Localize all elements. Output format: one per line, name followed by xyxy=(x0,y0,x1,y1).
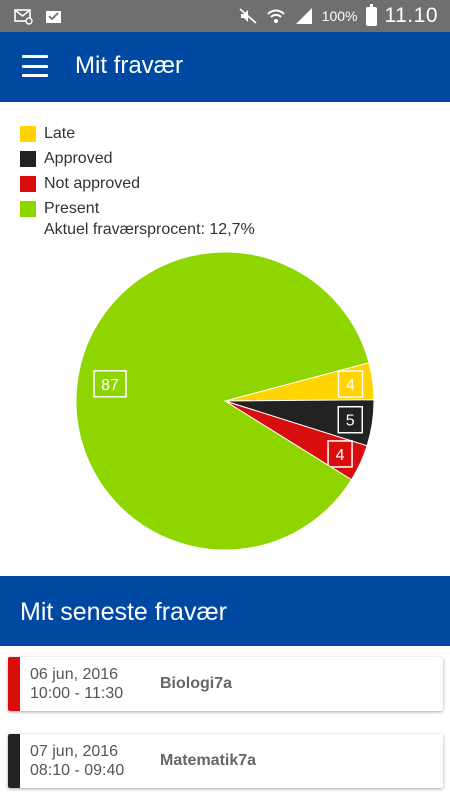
absence-subject: Biologi7a xyxy=(160,675,233,692)
legend-swatch xyxy=(20,150,36,167)
legend-swatch xyxy=(20,175,36,192)
inbox-notification-icon xyxy=(46,11,61,23)
pie-data-label: 4 xyxy=(337,370,364,398)
absence-time: 08:10 - 09:40 xyxy=(30,762,125,779)
legend-item-late: Late xyxy=(20,121,140,146)
absence-card[interactable]: 06 jun, 2016 10:00 - 11:30 Biologi7a xyxy=(8,657,443,711)
clock: 11.10 xyxy=(384,4,438,27)
legend-item-present: Present xyxy=(20,196,140,221)
app-bar: Mit fravær xyxy=(0,32,450,102)
absence-datetime: 06 jun, 2016 10:00 - 11:30 xyxy=(30,665,150,703)
legend-swatch xyxy=(20,125,36,142)
legend-item-approved: Approved xyxy=(20,146,140,171)
legend-label: Not approved xyxy=(44,174,141,192)
pie-label-text: 4 xyxy=(346,377,355,394)
chart-legend: Late Approved Not approved Present xyxy=(20,121,140,221)
legend-swatch xyxy=(20,200,36,217)
battery-percent: 100% xyxy=(321,8,358,24)
wifi-icon xyxy=(266,9,285,23)
absence-percentage: Aktuel fraværsprocent: 12,7% xyxy=(44,221,255,238)
pie-label-text: 5 xyxy=(346,413,355,430)
status-bar: 100% 11.10 xyxy=(0,0,450,32)
hamburger-menu-icon[interactable] xyxy=(22,55,48,77)
absence-date: 06 jun, 2016 xyxy=(30,666,119,683)
recent-absence-header: Mit seneste fravær xyxy=(0,576,450,646)
legend-label: Late xyxy=(44,124,76,142)
absence-subject: Matematik7a xyxy=(160,752,257,769)
absence-date: 07 jun, 2016 xyxy=(30,743,119,760)
absence-status-bar xyxy=(8,657,20,711)
battery-icon xyxy=(365,3,377,26)
pie-data-label: 87 xyxy=(93,370,127,398)
absence-time: 10:00 - 11:30 xyxy=(30,685,124,702)
mail-notification-icon xyxy=(14,9,33,25)
pie-slice-present xyxy=(75,251,370,551)
page-title: Mit fravær xyxy=(75,52,183,79)
absence-datetime: 07 jun, 2016 08:10 - 09:40 xyxy=(30,742,150,780)
section-title: Mit seneste fravær xyxy=(20,598,228,626)
legend-label: Approved xyxy=(44,149,113,167)
pie-data-label: 5 xyxy=(337,405,364,434)
legend-item-not-approved: Not approved xyxy=(20,171,140,196)
absence-status-bar xyxy=(8,734,20,788)
absence-card[interactable]: 07 jun, 2016 08:10 - 09:40 Matematik7a xyxy=(8,734,443,788)
signal-icon xyxy=(295,8,312,24)
pie-data-label: 4 xyxy=(327,440,353,468)
pie-label-text: 4 xyxy=(336,447,345,464)
legend-label: Present xyxy=(44,199,100,217)
mute-icon xyxy=(239,8,257,24)
pie-label-text: 87 xyxy=(101,377,119,394)
